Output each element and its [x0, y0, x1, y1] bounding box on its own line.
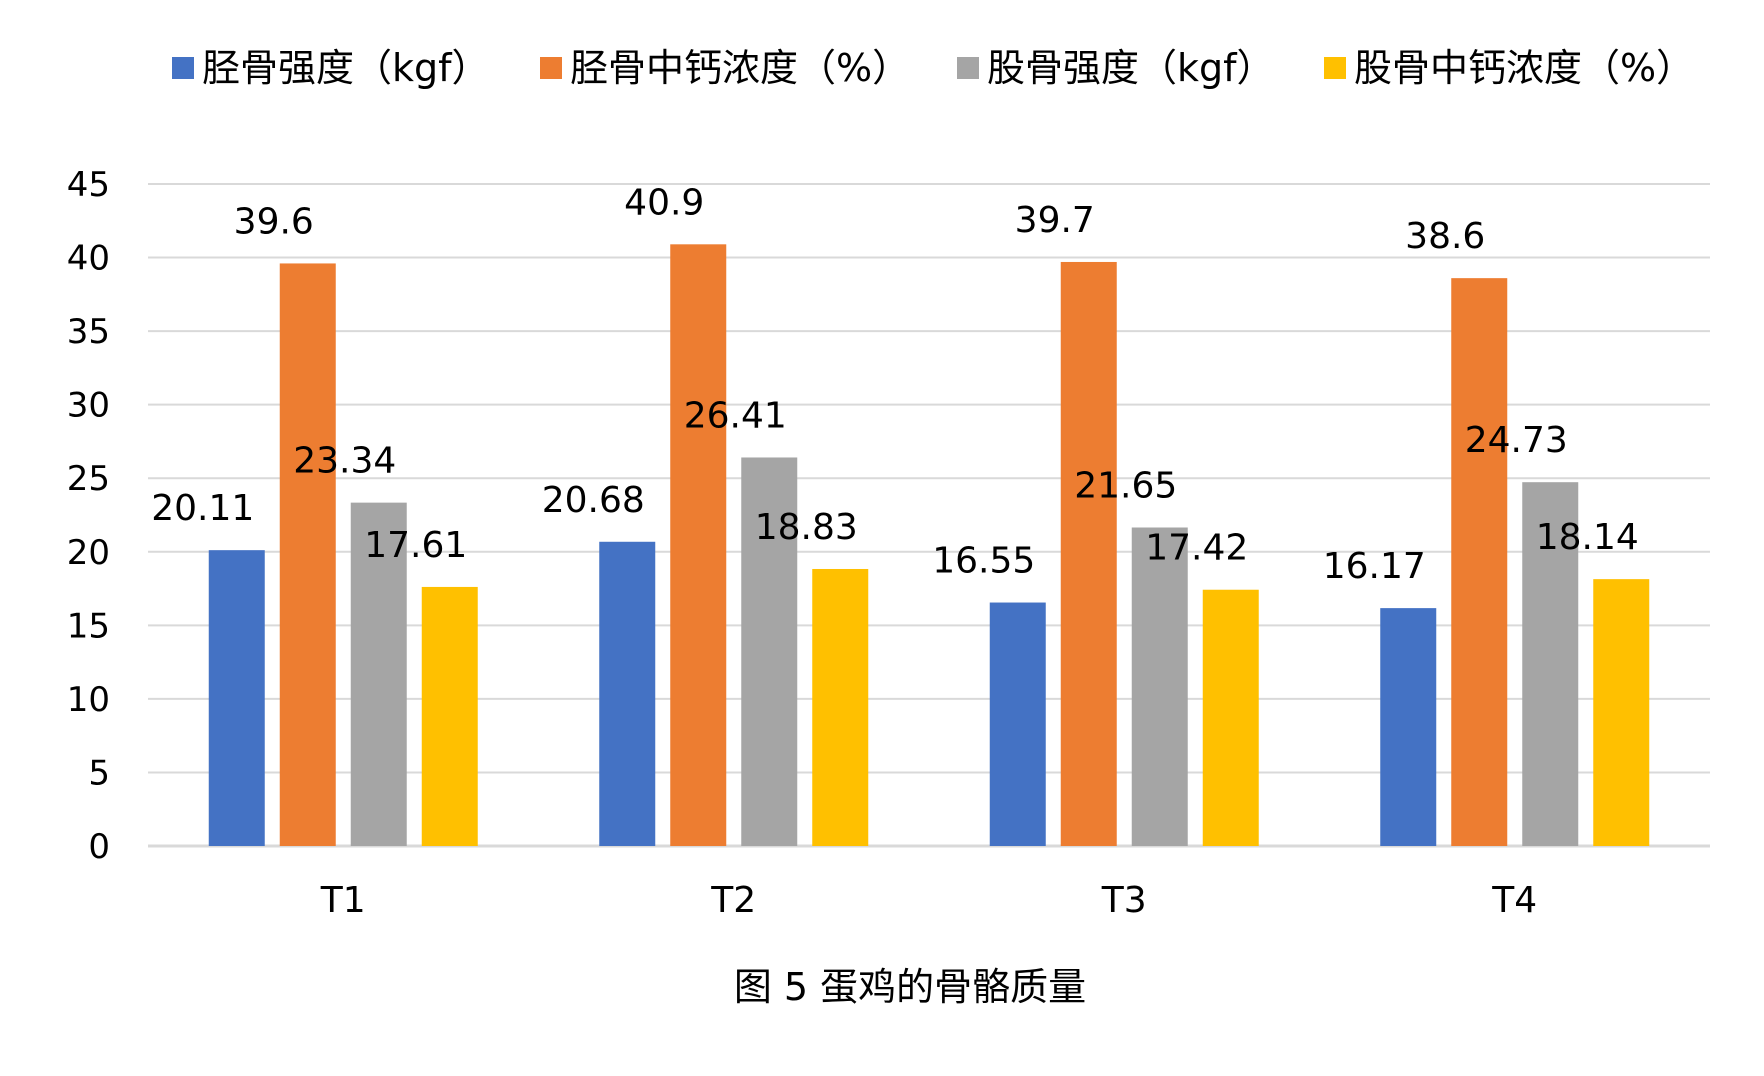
data-label: 39.6	[234, 201, 314, 242]
data-label: 39.7	[1015, 200, 1095, 241]
data-label: 17.42	[1145, 528, 1248, 569]
bar	[1131, 527, 1188, 846]
bar	[599, 541, 656, 846]
data-label: 18.83	[755, 507, 858, 548]
data-label: 23.34	[293, 441, 396, 482]
x-tick-label: T3	[1101, 880, 1147, 921]
bar	[350, 502, 407, 846]
y-tick-label: 0	[88, 827, 110, 867]
legend-swatch	[172, 57, 194, 79]
gridlines	[148, 183, 1710, 848]
bar	[1202, 589, 1259, 846]
y-tick-label: 15	[67, 606, 110, 646]
legend-label: 胫骨强度（kgf）	[202, 46, 490, 90]
bar	[1380, 608, 1437, 846]
bar	[279, 263, 336, 846]
bar	[989, 602, 1046, 846]
bars	[208, 244, 1650, 847]
legend-swatch	[540, 57, 562, 79]
y-tick-label: 30	[67, 386, 110, 426]
bar	[1060, 261, 1117, 847]
data-label: 20.68	[542, 480, 645, 521]
data-label: 18.14	[1536, 517, 1639, 558]
y-tick-label: 5	[88, 753, 110, 793]
y-tick-label: 40	[67, 239, 110, 279]
bar	[812, 568, 869, 846]
figure-caption: 图 5 蛋鸡的骨骼质量	[734, 965, 1086, 1009]
data-label: 21.65	[1074, 466, 1177, 507]
y-tick-label: 45	[67, 165, 110, 205]
data-label: 38.6	[1405, 216, 1485, 257]
data-label: 24.73	[1465, 420, 1568, 461]
bar	[421, 586, 478, 846]
y-tick-label: 35	[67, 312, 110, 352]
data-label: 20.11	[151, 488, 254, 529]
x-tick-label: T4	[1491, 880, 1537, 921]
legend-swatch	[1324, 57, 1346, 79]
y-tick-label: 10	[67, 680, 110, 720]
data-labels: 20.11 39.6 23.34 17.61 20.68 40.9 26.41 18.83 16…	[151, 182, 1639, 587]
bar	[208, 550, 265, 846]
data-label: 16.17	[1323, 546, 1426, 587]
bar	[670, 244, 727, 846]
data-label: 26.41	[684, 395, 787, 436]
bar	[1522, 482, 1579, 846]
legend-swatch	[957, 57, 979, 79]
data-label: 17.61	[364, 525, 467, 566]
legend-label: 股骨中钙浓度（%）	[1354, 46, 1694, 90]
x-tick-label: T2	[710, 880, 756, 921]
y-axis-ticks: 0 5 10 15 20 25 30 35 40 45	[67, 165, 110, 867]
bar	[741, 457, 798, 846]
legend-label: 股骨强度（kgf）	[987, 46, 1275, 90]
data-label: 40.9	[624, 182, 704, 223]
legend-label: 胫骨中钙浓度（%）	[570, 46, 910, 90]
x-tick-label: T1	[320, 880, 366, 921]
bar	[1593, 579, 1650, 846]
bar	[1451, 278, 1508, 846]
legend: 胫骨强度（kgf） 胫骨中钙浓度（%） 股骨强度（kgf） 股骨中钙浓度（%）	[172, 46, 1694, 90]
y-tick-label: 25	[67, 459, 110, 499]
x-axis-ticks: T1 T2 T3 T4	[320, 880, 1537, 921]
data-label: 16.55	[932, 541, 1035, 582]
y-tick-label: 20	[67, 533, 110, 573]
